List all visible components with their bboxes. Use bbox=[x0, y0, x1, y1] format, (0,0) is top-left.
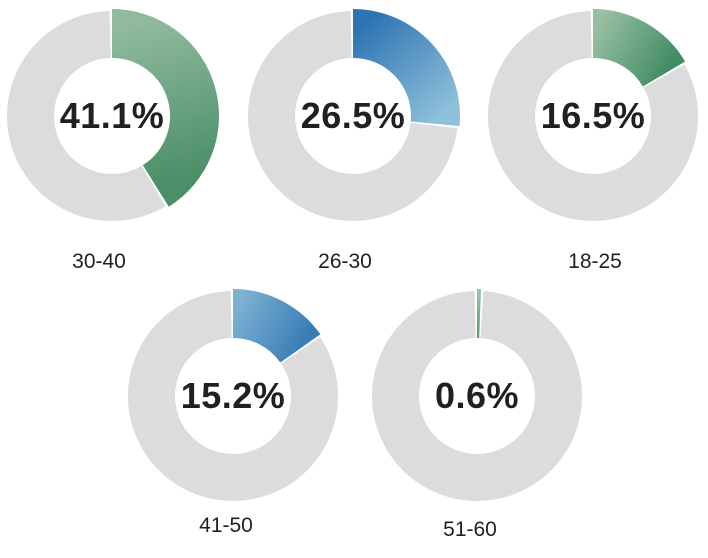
donut-ring bbox=[128, 288, 338, 501]
donut-chart: 0.6% 51-60 bbox=[367, 286, 587, 558]
donut-ring bbox=[488, 8, 698, 221]
age-range-label: 18-25 bbox=[568, 250, 622, 273]
age-range-label: 26-30 bbox=[318, 250, 372, 273]
donut-ring bbox=[248, 8, 461, 221]
donut-ring bbox=[7, 8, 220, 221]
age-range-label: 30-40 bbox=[72, 250, 126, 273]
donut-chart: 15.2% 41-50 bbox=[123, 286, 343, 558]
age-range-label: 51-60 bbox=[443, 518, 497, 541]
donut-chart: 41.1% 30-40 bbox=[2, 6, 222, 286]
donut-chart: 26.5% 26-30 bbox=[243, 6, 463, 286]
donut-chart: 16.5% 18-25 bbox=[483, 6, 703, 286]
age-range-label: 41-50 bbox=[199, 514, 253, 537]
donut-ring bbox=[372, 288, 582, 501]
